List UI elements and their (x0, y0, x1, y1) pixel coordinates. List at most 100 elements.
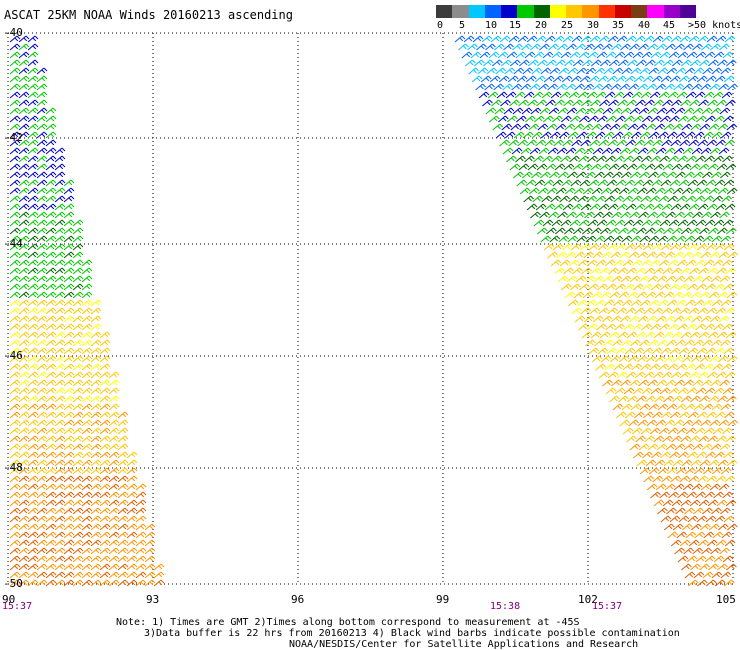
wind-barb (547, 251, 558, 259)
wind-barb (45, 443, 57, 451)
wind-barb (18, 179, 30, 187)
wind-barb (547, 83, 558, 91)
wind-barb (636, 395, 647, 403)
wind-barb (603, 299, 615, 307)
wind-barb (660, 515, 672, 523)
wind-barb (675, 339, 686, 347)
wind-barb (36, 315, 48, 323)
wind-barb (72, 307, 84, 315)
wind-barb (684, 339, 695, 347)
wind-barb (27, 131, 39, 139)
wind-barb (36, 355, 48, 363)
wind-barb (72, 331, 84, 339)
wind-barb (608, 163, 620, 171)
wind-barb (18, 115, 30, 123)
wind-barb (663, 187, 675, 195)
wind-barb (620, 107, 632, 115)
wind-barb (686, 51, 698, 59)
wind-barb (656, 43, 667, 51)
wind-barb (18, 291, 30, 299)
wind-barb (36, 403, 48, 411)
wind-barb (545, 59, 557, 67)
wind-barb (591, 123, 603, 131)
wind-barb (605, 51, 617, 59)
wind-barb (27, 115, 39, 123)
wind-barb (711, 339, 722, 347)
wind-barb (597, 75, 609, 83)
wind-barb (108, 387, 120, 395)
wind-barb (583, 251, 594, 259)
wind-barb (598, 203, 610, 211)
wind-barb (54, 459, 66, 467)
wind-barb (81, 347, 93, 355)
wind-barb (9, 403, 21, 411)
wind-barb (675, 403, 687, 411)
wind-barb (99, 531, 111, 539)
wind-barb (582, 187, 594, 195)
wind-barb (685, 259, 697, 267)
wind-barb (54, 491, 66, 499)
wind-barb (639, 235, 651, 243)
wind-barb (692, 107, 704, 115)
wind-barb (667, 195, 678, 203)
wind-barb (99, 547, 111, 555)
wind-barb (81, 315, 93, 323)
wind-barb (54, 355, 66, 363)
wind-barb (72, 251, 84, 259)
wind-barb (655, 315, 667, 323)
wind-barb (669, 347, 681, 355)
wind-barb (705, 75, 717, 83)
wind-barb (693, 507, 704, 515)
wind-barb (685, 363, 697, 371)
wind-barb (711, 299, 723, 307)
wind-barb (715, 539, 727, 547)
wind-barb (481, 35, 493, 43)
wind-barb (108, 411, 120, 419)
wind-barb (27, 187, 39, 195)
wind-barb (693, 67, 705, 75)
wind-barb (512, 43, 523, 51)
wind-barb (9, 267, 21, 275)
wind-barb (9, 443, 21, 451)
wind-barbs (9, 35, 739, 587)
wind-barb (626, 163, 638, 171)
wind-barb (700, 315, 712, 323)
wind-barb (653, 99, 664, 107)
wind-barb (476, 43, 487, 51)
wind-barb (18, 315, 30, 323)
wind-barb (510, 123, 522, 131)
wind-barb (27, 411, 39, 419)
wind-barb (657, 131, 669, 139)
legend-swatch (663, 5, 680, 18)
wind-barb (90, 531, 102, 539)
wind-barb (660, 75, 672, 83)
wind-barb (610, 83, 621, 91)
wind-barb (659, 491, 670, 499)
wind-barb (36, 339, 48, 347)
wind-barb (560, 115, 572, 123)
wind-barb (692, 171, 704, 179)
wind-barb (520, 83, 531, 91)
wind-barb (18, 459, 30, 467)
wind-barb (63, 507, 75, 515)
wind-barb (587, 155, 598, 163)
wind-barb (36, 363, 48, 371)
wind-barb (153, 571, 165, 579)
wind-barb (36, 411, 48, 419)
wind-barb (36, 555, 48, 563)
wind-barb (635, 59, 647, 67)
wind-barb (90, 499, 102, 507)
wind-barb (622, 91, 634, 99)
wind-barb (553, 139, 564, 147)
wind-barb (674, 171, 686, 179)
wind-barb (665, 107, 677, 115)
wind-barb (45, 187, 57, 195)
wind-barb (9, 579, 21, 587)
wind-barb (9, 467, 21, 475)
wind-barb (537, 123, 549, 131)
wind-barb (647, 443, 659, 451)
wind-barb (726, 395, 737, 403)
wind-barb (54, 243, 66, 251)
wind-barb (602, 379, 613, 387)
wind-barb (27, 387, 39, 395)
